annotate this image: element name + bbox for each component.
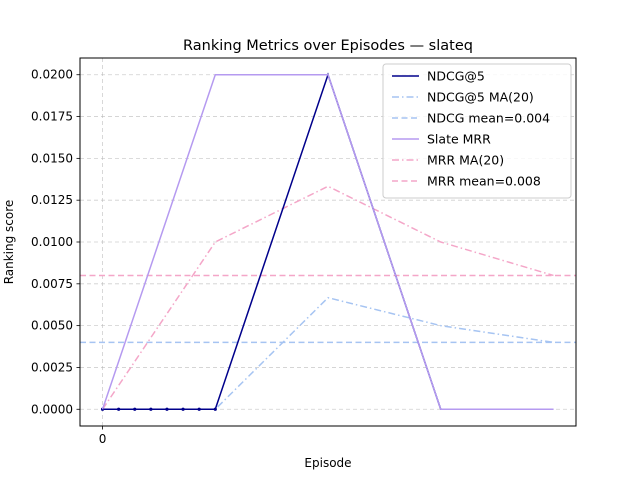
x-tick-label: 0	[99, 432, 107, 446]
y-tick-label: 0.0125	[31, 193, 73, 207]
y-tick-label: 0.0150	[31, 151, 73, 165]
legend-box	[382, 63, 572, 199]
y-tick-label: 0.0025	[31, 360, 73, 374]
series-point-ndcg-5	[213, 407, 217, 411]
y-tick-label: 0.0200	[31, 68, 73, 82]
legend-label-ndcg-mean-0-004: NDCG mean=0.004	[427, 111, 550, 126]
y-tick-label: 0.0100	[31, 235, 73, 249]
y-tick-label: 0.0075	[31, 277, 73, 291]
axis-ticks: 0.0000 0.0025 0.0050 0.0075 0.0100 0.0125 0.01…	[31, 68, 106, 446]
series-point-ndcg-5	[165, 407, 169, 411]
legend-label-slate-mrr: Slate MRR	[427, 132, 491, 147]
legend-label-mrr-mean-0-008: MRR mean=0.008	[427, 174, 541, 189]
series-line-mrr-ma-20	[101, 185, 554, 410]
legend-label-ndcg-5-ma-20: NDCG@5 MA(20)	[427, 90, 534, 105]
legend: NDCG@5 NDCG@5 MA(20) NDCG mean=0.004 Slate …	[382, 63, 572, 199]
legend-label-mrr-ma-20: MRR MA(20)	[427, 153, 504, 168]
y-tick-label: 0.0175	[31, 110, 73, 124]
x-axis-label: Episode	[304, 456, 351, 470]
series-point-ndcg-5	[181, 407, 185, 411]
chart-title: Ranking Metrics over Episodes — slateq	[183, 38, 473, 54]
series-point-ndcg-5	[197, 407, 201, 411]
series-point-ndcg-5	[117, 407, 121, 411]
legend-label-ndcg-5: NDCG@5	[427, 69, 485, 84]
plot-series	[80, 72, 576, 411]
series-point-ndcg-5	[149, 407, 153, 411]
y-tick-label: 0.0000	[31, 402, 73, 416]
series-point-ndcg-5	[133, 407, 137, 411]
series-line-slate-mrr	[101, 73, 554, 411]
series-line-ndcg-5-ma-20	[102, 296, 554, 411]
y-axis-label: Ranking score	[2, 200, 16, 285]
y-tick-label: 0.0050	[31, 319, 73, 333]
